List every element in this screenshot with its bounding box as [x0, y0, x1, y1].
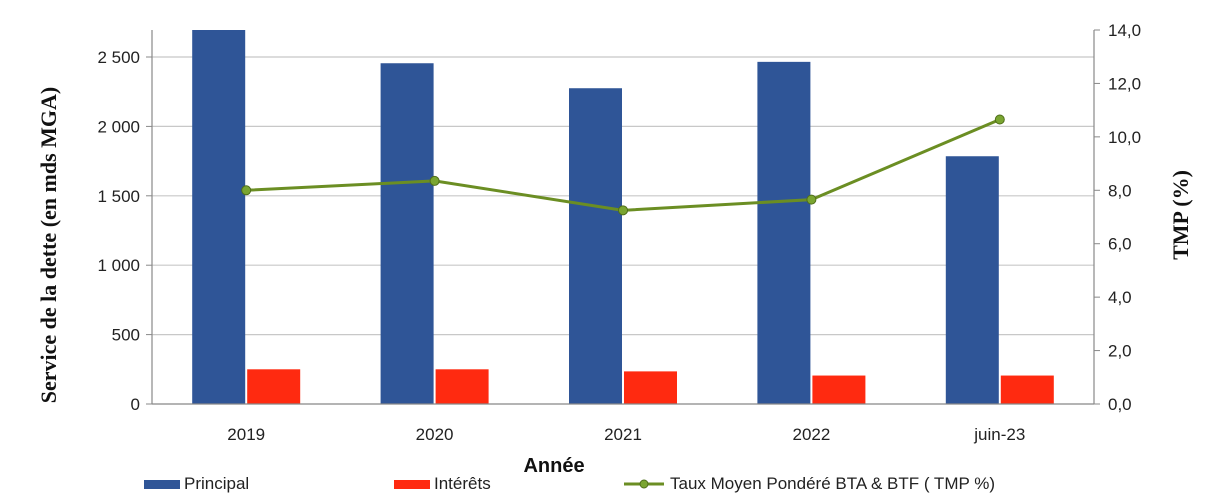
y-axis-title: Service de la dette (en mds MGA) — [36, 87, 61, 403]
x-axis-title: Année — [523, 455, 584, 477]
legend-swatch-interets — [394, 480, 430, 489]
y2-axis-title: TMP (%) — [1168, 170, 1193, 260]
bar-series — [192, 30, 1054, 404]
bar-interets — [247, 369, 301, 404]
bar-interets — [812, 375, 866, 404]
bar-interets — [624, 371, 677, 404]
y-tick-label: 2 500 — [97, 48, 140, 67]
y2-tick-label: 6,0 — [1108, 235, 1132, 254]
axes — [146, 29, 1100, 405]
y2-tick-label: 10,0 — [1108, 128, 1141, 147]
legend-label-interets: Intérêts — [434, 474, 491, 493]
legend-swatch-principal — [144, 480, 180, 489]
tmp-point — [994, 114, 1005, 125]
tmp-point — [618, 205, 628, 216]
legend-marker-tmp — [639, 479, 649, 489]
bar-principal — [945, 156, 999, 404]
bar-principal — [192, 30, 246, 404]
x-tick-label: 2019 — [227, 425, 265, 444]
y2-tick-label: 12,0 — [1108, 74, 1141, 93]
x-tick-label: 2021 — [604, 425, 642, 444]
y2-tick-label: 2,0 — [1108, 342, 1132, 361]
y-tick-label: 2 000 — [97, 117, 140, 136]
tmp-point — [241, 185, 252, 196]
x-tick-label: 2022 — [792, 425, 830, 444]
tmp-point — [429, 175, 440, 186]
bar-interets — [1000, 375, 1054, 404]
bar-principal — [380, 63, 434, 404]
tmp-line-series — [241, 114, 1005, 216]
legend: Principal Intérêts Taux Moyen Pondéré BTA … — [144, 474, 995, 493]
y2-tick-label: 0,0 — [1108, 395, 1132, 414]
y-tick-label: 1 000 — [97, 256, 140, 275]
bar-principal — [757, 61, 811, 404]
y-tick-labels: 0 500 1 000 1 500 2 000 2 500 — [97, 48, 140, 414]
x-tick-labels: 2019 2020 2021 2022 juin-23 — [227, 425, 1025, 444]
x-tick-label: 2020 — [416, 425, 454, 444]
y-tick-label: 1 500 — [97, 187, 140, 206]
tmp-point — [806, 194, 817, 205]
tmp-line — [246, 118, 1001, 212]
y2-tick-label: 8,0 — [1108, 181, 1132, 200]
y2-tick-label: 14,0 — [1108, 21, 1141, 40]
legend-label-principal: Principal — [184, 474, 249, 493]
x-tick-label: juin-23 — [973, 425, 1025, 444]
bar-interets — [435, 369, 489, 404]
y-tick-label: 0 — [131, 395, 140, 414]
y2-tick-label: 4,0 — [1108, 288, 1132, 307]
legend-label-tmp: Taux Moyen Pondéré BTA & BTF ( TMP %) — [670, 474, 995, 493]
y2-tick-labels: 0,0 2,0 4,0 6,0 8,0 10,0 12,0 14,0 — [1108, 21, 1141, 414]
bar-principal — [569, 88, 622, 404]
gridlines — [152, 56, 1094, 336]
y-tick-label: 500 — [112, 326, 140, 345]
